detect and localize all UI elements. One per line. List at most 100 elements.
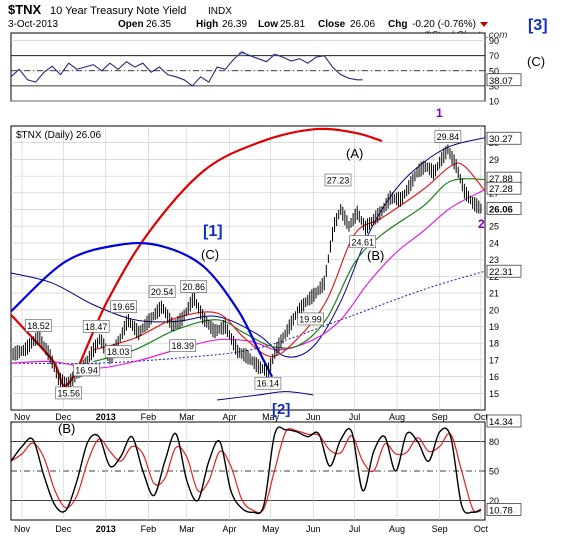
price-label-box — [349, 235, 377, 249]
blue-cycle-curve — [10, 241, 274, 378]
price-label: 16.14 — [257, 379, 280, 389]
price-label-box — [180, 280, 208, 293]
chg-label: Chg — [388, 19, 407, 30]
stoch-x-tick-label: Aug — [389, 524, 405, 534]
close-label: Close — [318, 19, 346, 30]
price-tick-label: 20 — [489, 305, 499, 315]
rsi-tick-label: 10 — [489, 97, 499, 107]
stoch-tick-label: 80 — [489, 437, 499, 447]
right-axis-value: 22.31 — [489, 267, 513, 278]
rsi-line — [10, 51, 363, 87]
low-value: 25.81 — [280, 19, 305, 30]
rsi-last-value-box — [486, 73, 522, 87]
low-label: Low — [258, 19, 278, 30]
chg-value: -0.20 (-0.76%) — [412, 19, 476, 30]
price-tick-label: 25 — [489, 222, 499, 232]
right-axis-value: 27.88 — [489, 174, 513, 185]
right-axis-value-box — [486, 202, 522, 215]
right-axis-value-box — [486, 264, 522, 278]
rsi-panel-frame — [10, 32, 486, 102]
stoch-last-value: 10.78 — [489, 505, 513, 516]
green-ma — [93, 178, 486, 363]
price-x-tick-label: 2013 — [96, 412, 116, 422]
stoch-tick-label: 20 — [489, 496, 499, 506]
rsi-overbought-fill — [238, 51, 245, 56]
stoch-main-line — [10, 426, 482, 515]
navy-band-upper — [10, 137, 486, 358]
price-x-tick-label: Oct — [474, 412, 489, 422]
price-label: 19.99 — [299, 314, 322, 324]
price-label: 18.39 — [171, 341, 194, 351]
price-label-box — [55, 386, 83, 400]
price-x-tick-label: Apr — [222, 412, 236, 422]
price-label: 20.86 — [182, 282, 205, 292]
price-x-tick-label: Aug — [389, 412, 405, 422]
down-arrow-icon — [480, 22, 488, 27]
stoch-x-tick-label: May — [262, 524, 280, 534]
wave-b-label: (B) — [367, 248, 384, 263]
price-panel-title: $TNX (Daily) 26.06 — [16, 130, 101, 141]
stoch-panel: 20 50 80 Nov Dec 2013 Feb Mar Apr May Jun Jul Aug Sep… — [10, 414, 522, 534]
stoch-x-tick-label: Feb — [141, 524, 157, 534]
open-label: Open — [118, 19, 144, 30]
high-value: 26.39 — [222, 19, 247, 30]
wave-1-label: 1 — [436, 106, 443, 120]
price-x-tick-label: Jun — [306, 412, 321, 422]
chart-symbol: $TNX — [8, 2, 42, 17]
stoch-upper-value-box — [486, 414, 522, 428]
stoch-x-tick-label: Nov — [14, 524, 31, 534]
close-value: 26.06 — [350, 19, 375, 30]
price-tick-label: 17 — [489, 355, 499, 365]
right-axis-value: 26.06 — [489, 205, 513, 216]
price-tick-label: 18 — [489, 339, 499, 349]
price-label: 19.65 — [112, 302, 135, 312]
price-tick-label: 15 — [489, 389, 499, 399]
stoch-tick-label: 50 — [489, 467, 499, 477]
price-label-box — [169, 339, 197, 352]
price-x-tick-label: Sep — [432, 412, 448, 422]
price-label: 20.54 — [151, 287, 174, 297]
stoch-x-tick-label: Mar — [179, 524, 195, 534]
stoch-x-tick-label: Sep — [432, 524, 448, 534]
right-axis-value: 27.28 — [489, 184, 513, 195]
chart-exchange: INDX — [208, 6, 232, 17]
price-label: 24.61 — [351, 237, 374, 247]
price-label-box — [148, 285, 176, 299]
price-label-box — [110, 300, 137, 313]
right-axis-value-box — [486, 181, 522, 195]
wave-c-mid-label: (C) — [201, 247, 219, 262]
right-axis-value-box — [486, 131, 522, 145]
wave-b-bottom-label: (B) — [58, 421, 75, 436]
price-x-tick-label: May — [262, 412, 280, 422]
price-x-tick-label: Mar — [179, 412, 195, 422]
price-tick-label: 29 — [489, 155, 499, 165]
price-label: 15.56 — [57, 388, 80, 398]
price-x-tick-label: Jul — [349, 412, 361, 422]
price-label-box — [82, 320, 110, 333]
red-cycle-curve — [10, 127, 383, 387]
rsi-tick-label: 30 — [489, 81, 499, 91]
price-tick-label: 16 — [489, 372, 499, 382]
rsi-last-value: 38.07 — [489, 76, 513, 87]
wave-c-right-label: (C) — [527, 54, 545, 69]
chart-date: 3-Oct-2013 — [8, 19, 58, 30]
price-label: 16.94 — [75, 365, 98, 375]
price-panel: 15161718192021222324252627282930NovDec20… — [10, 126, 522, 422]
price-label-box — [434, 130, 462, 143]
wave-2-blue-label: [2] — [272, 401, 290, 418]
open-value: 26.35 — [146, 19, 171, 30]
price-label-box — [104, 345, 132, 358]
navy-band-lower — [217, 391, 314, 401]
price-x-tick-label: Nov — [14, 412, 31, 422]
rsi-tick-label: 70 — [489, 51, 499, 61]
stoch-x-tick-label: Jul — [349, 524, 361, 534]
price-label: 18.47 — [85, 322, 108, 332]
rsi-tick-label: 50 — [489, 66, 499, 76]
stoch-x-tick-label: Dec — [55, 524, 72, 534]
stoch-signal-line — [10, 427, 482, 514]
price-label: 27.23 — [327, 175, 350, 185]
price-label-box — [324, 173, 352, 187]
price-label-box — [297, 312, 324, 326]
rsi-panel: 10 30 50 70 90 38.07 — [10, 36, 522, 107]
